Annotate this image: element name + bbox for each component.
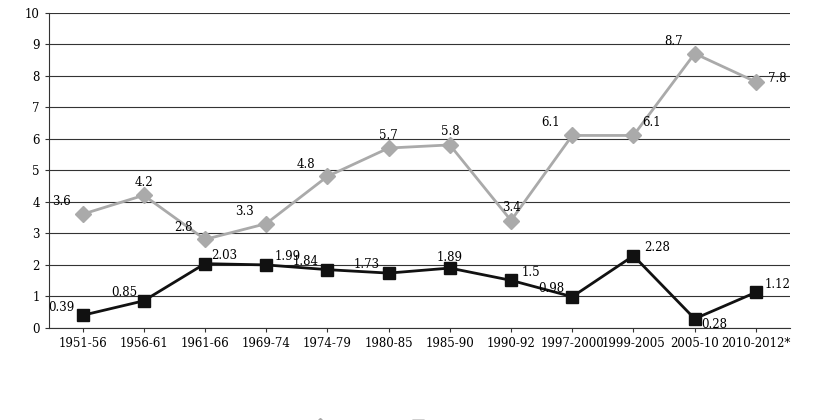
Text: 0.85: 0.85 bbox=[111, 286, 138, 299]
Text: 3.3: 3.3 bbox=[235, 205, 254, 218]
GDP bbox=[689, 51, 699, 56]
Text: 3.6: 3.6 bbox=[52, 195, 71, 208]
Line: Employment: Employment bbox=[77, 249, 762, 325]
GDP bbox=[322, 174, 332, 179]
Text: 8.7: 8.7 bbox=[664, 35, 683, 48]
GDP bbox=[261, 221, 271, 226]
Text: 2.03: 2.03 bbox=[212, 249, 238, 262]
Text: 1.73: 1.73 bbox=[354, 258, 380, 271]
Employment bbox=[322, 267, 332, 272]
Employment bbox=[445, 265, 455, 270]
Employment bbox=[139, 298, 149, 303]
Text: 4.8: 4.8 bbox=[296, 158, 315, 171]
Text: 3.4: 3.4 bbox=[501, 201, 520, 214]
GDP bbox=[445, 142, 455, 147]
Text: 5.7: 5.7 bbox=[379, 129, 398, 142]
GDP bbox=[567, 133, 577, 138]
Text: 0.98: 0.98 bbox=[538, 282, 564, 295]
Text: 6.1: 6.1 bbox=[642, 116, 661, 129]
Text: 1.89: 1.89 bbox=[437, 251, 463, 264]
Legend: GDP, Employment: GDP, Employment bbox=[297, 415, 541, 420]
Employment bbox=[751, 290, 761, 295]
Text: 1.5: 1.5 bbox=[521, 265, 540, 278]
Employment bbox=[506, 278, 516, 283]
GDP bbox=[77, 212, 87, 217]
Employment bbox=[77, 313, 87, 318]
GDP bbox=[751, 79, 761, 84]
Line: GDP: GDP bbox=[77, 48, 761, 245]
Text: 1.12: 1.12 bbox=[764, 278, 790, 291]
Employment bbox=[567, 294, 577, 299]
Text: 1.99: 1.99 bbox=[274, 250, 300, 263]
Text: 5.8: 5.8 bbox=[440, 126, 459, 139]
GDP bbox=[383, 145, 393, 150]
GDP bbox=[139, 193, 149, 198]
Employment bbox=[383, 270, 393, 276]
GDP bbox=[628, 133, 638, 138]
Text: 7.8: 7.8 bbox=[768, 72, 786, 85]
GDP bbox=[200, 237, 210, 242]
GDP bbox=[506, 218, 516, 223]
Employment bbox=[689, 316, 699, 321]
Text: 2.8: 2.8 bbox=[174, 220, 193, 234]
Text: 2.28: 2.28 bbox=[644, 241, 670, 254]
Text: 4.2: 4.2 bbox=[134, 176, 153, 189]
Text: 0.28: 0.28 bbox=[702, 318, 727, 331]
Employment bbox=[200, 261, 210, 266]
Text: 6.1: 6.1 bbox=[541, 116, 560, 129]
Employment bbox=[261, 262, 271, 268]
Text: 1.84: 1.84 bbox=[293, 255, 319, 268]
Employment bbox=[628, 253, 638, 258]
Text: 0.39: 0.39 bbox=[48, 301, 74, 314]
